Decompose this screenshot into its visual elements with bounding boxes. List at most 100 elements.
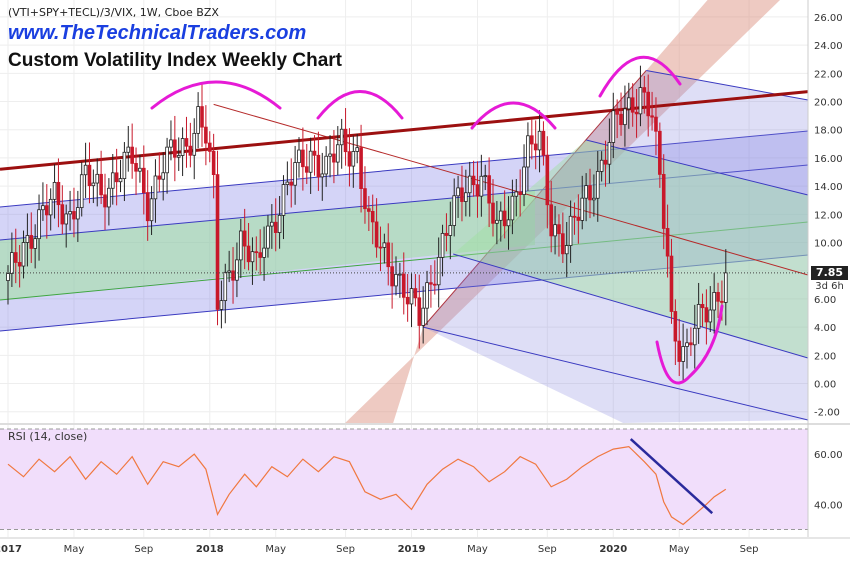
candle (95, 158, 100, 207)
candle-body (285, 181, 290, 185)
wedge-fill (345, 0, 808, 423)
candle-body (646, 91, 650, 117)
candle-body (130, 146, 134, 164)
candle-body (665, 228, 670, 257)
candle-body (487, 175, 491, 204)
candle-body (180, 138, 185, 156)
candle (619, 92, 623, 136)
candle (355, 133, 359, 164)
chart-title: Custom Volatility Index Weekly Chart (8, 50, 342, 71)
candle-body (619, 113, 623, 126)
candle-body (638, 87, 643, 115)
candle (692, 304, 697, 369)
candle-body (378, 246, 383, 249)
candle (382, 233, 387, 264)
candle-body (176, 155, 181, 158)
rsi-line (7, 445, 727, 526)
candle (41, 182, 45, 221)
candle (607, 118, 612, 184)
candle (564, 222, 569, 278)
candle-body (200, 106, 204, 128)
candle (308, 137, 313, 194)
candle (242, 208, 247, 270)
candle (359, 124, 363, 213)
candle-body (467, 175, 472, 194)
candle-body (561, 233, 565, 255)
candle-body (421, 307, 425, 326)
candle (429, 265, 433, 308)
candle-body (460, 187, 464, 202)
candle (642, 75, 647, 114)
candle-body (242, 230, 247, 247)
candle (231, 247, 235, 304)
candle (262, 226, 266, 281)
candle-body (161, 172, 166, 180)
candle (235, 242, 239, 298)
x-tick-label: 2019 (398, 544, 426, 555)
candle (227, 250, 231, 283)
candle-body (584, 185, 588, 199)
candle-body (592, 197, 596, 201)
candle-body (700, 304, 705, 309)
candle-body (425, 282, 429, 309)
x-tick-label: 2018 (196, 544, 224, 555)
candle (658, 122, 662, 188)
candle-body (83, 164, 88, 176)
candle-body (246, 245, 251, 263)
candle (514, 179, 519, 217)
candle-body (553, 224, 557, 237)
rsi-panel-graphics (0, 428, 808, 530)
candle (712, 273, 716, 334)
candle-body (134, 163, 138, 172)
candle-body (308, 150, 313, 173)
candle-body (692, 327, 697, 346)
candle-body (545, 154, 550, 206)
candle (68, 190, 72, 231)
candle-body (588, 185, 592, 201)
candle (246, 223, 251, 271)
candle-body (615, 110, 619, 115)
candle (281, 175, 286, 240)
candle-body (537, 130, 542, 151)
candle-body (343, 128, 348, 153)
candle (374, 198, 379, 258)
candle-body (526, 135, 530, 168)
candle (141, 145, 146, 215)
candle-body (401, 273, 406, 298)
candle (537, 110, 542, 173)
candle-body (184, 138, 189, 147)
falling-green-fill (453, 140, 808, 358)
rsi-panel-label: RSI (14, close) (8, 430, 88, 443)
candle (394, 256, 398, 296)
last-price-tag[interactable]: 7.85 (811, 266, 848, 280)
candle-body (289, 181, 294, 186)
candle (378, 226, 383, 272)
candle-body (250, 251, 255, 263)
candle (138, 154, 142, 183)
x-tick-label: Sep (740, 544, 759, 555)
candle-body (491, 202, 495, 224)
candle (87, 142, 92, 204)
candle (258, 229, 262, 275)
candle (611, 92, 616, 159)
candle-body (273, 221, 278, 233)
candle (545, 136, 550, 229)
candle (444, 213, 449, 252)
candle-body (335, 144, 340, 163)
candle-body (141, 167, 146, 193)
candle-body (522, 166, 526, 196)
candle-body (165, 146, 169, 174)
magenta-top-arc (316, 90, 404, 120)
candle-body (79, 174, 84, 208)
candle-body (471, 175, 476, 186)
candle-body (258, 252, 262, 258)
candle-body (669, 255, 674, 312)
candle-body (568, 215, 573, 246)
candle-body (444, 232, 449, 236)
candle (320, 152, 325, 201)
candle (685, 328, 689, 369)
candle (510, 179, 515, 235)
candle (79, 161, 84, 217)
candle-body (611, 110, 616, 143)
